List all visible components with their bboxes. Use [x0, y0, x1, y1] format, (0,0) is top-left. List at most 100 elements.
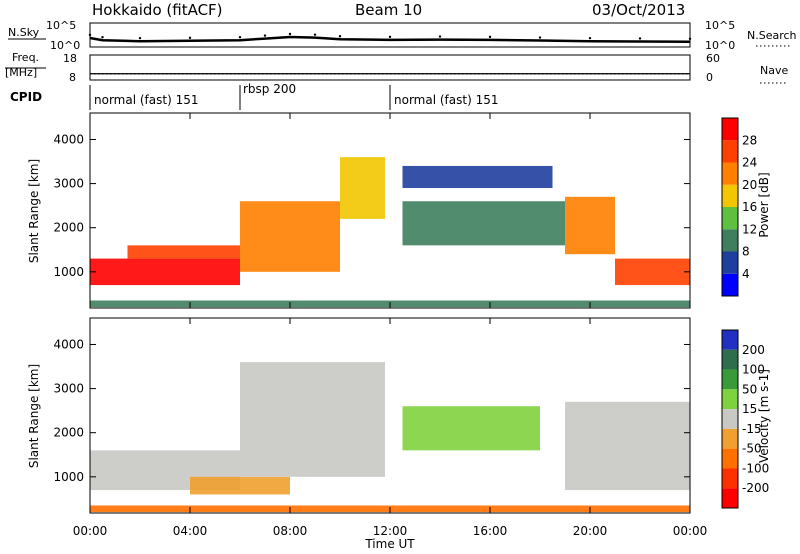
velocity-colorbar-swatch — [722, 369, 738, 390]
velocity-colorbar-swatch — [722, 330, 738, 350]
velocity-colorbar-tick: -15 — [742, 422, 762, 436]
velocity-colorbar-tick: -100 — [742, 461, 769, 475]
power-colorbar-swatch — [722, 229, 738, 252]
nsearch-point — [388, 35, 392, 39]
nsearch-point — [538, 36, 542, 39]
nsearch-point — [288, 32, 292, 36]
nsearch-point — [263, 34, 267, 37]
nsky-panel: N.Sky 10^5 10^0 10^5 10^0 N.Search — [8, 19, 797, 52]
freq-tick-top: 18 — [63, 52, 77, 65]
cpid-panel: CPID normal (fast) 151 rbsp 200 normal (… — [10, 82, 498, 110]
nsearch-point — [488, 35, 492, 39]
velocity-y-axis: 1000 2000 3000 4000 — [53, 337, 690, 484]
velocity-colorbar-tick: -50 — [742, 442, 762, 456]
nsearch-point — [588, 36, 592, 40]
velocity-ytick-label-3: 4000 — [53, 337, 84, 351]
power-colorbar-tick: 28 — [742, 133, 757, 147]
power-ytick-label-1: 2000 — [53, 221, 84, 235]
velocity-region-2 — [240, 362, 385, 477]
velocity-colorbar-swatch — [722, 468, 738, 489]
power-region-6 — [565, 196, 615, 255]
xtick-label-4: 16:00 — [473, 524, 508, 538]
nsearch-point — [238, 36, 242, 39]
velocity-colorbar-tick: 200 — [742, 343, 765, 357]
xtick-label-5: 20:00 — [573, 524, 608, 538]
power-colorbar-tick: 16 — [742, 200, 757, 214]
power-region-7 — [615, 258, 690, 286]
xaxis-label: Time UT — [364, 537, 415, 551]
velocity-colorbar-swatch — [722, 428, 738, 449]
nsearch-tick-bottom: 10^0 — [705, 39, 735, 52]
nsky-tick-bottom: 10^0 — [50, 39, 80, 52]
velocity-region-4 — [565, 401, 690, 491]
xtick-label-2: 08:00 — [273, 524, 308, 538]
power-colorbar-tick: 8 — [742, 245, 750, 259]
nsearch-point — [688, 37, 692, 40]
power-colorbar-swatch — [722, 207, 738, 230]
beam-title: Beam 10 — [355, 1, 422, 19]
freq-unit-label: [MHz] — [5, 66, 37, 79]
nsearch-tick-top: 10^5 — [705, 19, 735, 32]
freq-tick-bottom: 8 — [69, 71, 76, 84]
power-colorbar-swatch — [722, 184, 738, 207]
velocity-colorbar-swatch — [722, 389, 738, 410]
power-region-4 — [402, 201, 565, 246]
velocity-colorbar-tick: -200 — [742, 481, 769, 495]
power-colorbar-tick: 20 — [742, 178, 757, 192]
power-region-1 — [127, 245, 240, 259]
nsky-series-line — [89, 35, 691, 44]
power-colorbar-tick: 12 — [742, 222, 757, 236]
velocity-colorbar-tick: 100 — [742, 363, 765, 377]
nsearch-point — [438, 35, 442, 38]
velocity-region-3 — [402, 406, 540, 451]
velocity-panel: 1000 2000 3000 4000 Slant Range [km] 200 100… — [27, 317, 771, 514]
power-ytick-label-3: 4000 — [53, 132, 84, 146]
velocity-ylabel: Slant Range [km] — [27, 364, 41, 468]
freq-panel: Freq. [MHz] 18 8 60 0 Nave — [5, 51, 788, 84]
date-title: 03/Oct/2013 — [592, 1, 685, 19]
nsearch-point — [88, 33, 92, 37]
nsearch-point — [338, 35, 342, 38]
power-panel: 1000 2000 3000 4000 Slant Range [km] 4 8 12 16… — [27, 112, 771, 309]
velocity-colorbar-swatch — [722, 448, 738, 469]
power-colorbar-tick: 4 — [742, 267, 750, 281]
nave-tick-bottom: 0 — [706, 71, 713, 84]
power-colorbar-label: Power [dB] — [757, 172, 771, 237]
velocity-ytick-label-2: 3000 — [53, 382, 84, 396]
nsky-frame — [89, 22, 691, 48]
velocity-colorbar-tick: 50 — [742, 382, 757, 396]
power-y-axis: 1000 2000 3000 4000 — [53, 132, 690, 279]
power-colorbar-tick: 24 — [742, 156, 757, 170]
velocity-ytick-label-1: 2000 — [53, 426, 84, 440]
nsky-label: N.Sky — [8, 26, 40, 39]
freq-label: Freq. — [12, 51, 39, 64]
power-ylabel: Slant Range [km] — [27, 159, 41, 263]
cpid-label: CPID — [10, 90, 42, 104]
cpid-segment-1: normal (fast) 151 — [94, 93, 198, 107]
site-title: Hokkaido (fitACF) — [92, 1, 223, 19]
nsearch-point — [188, 36, 192, 40]
xtick-label-3: 12:00 — [373, 524, 408, 538]
velocity-colorbar-tick: 15 — [742, 402, 757, 416]
nave-tick-top: 60 — [706, 52, 720, 65]
nsearch-point — [313, 33, 317, 36]
velocity-colorbar-swatch — [722, 409, 738, 429]
velocity-colorbar: 200 100 50 15 -15 -50 -100 -200 — [721, 329, 769, 509]
nsearch-point — [101, 36, 104, 39]
nsearch-point — [638, 37, 642, 40]
power-heatmap — [90, 157, 690, 308]
velocity-colorbar-swatch — [722, 349, 738, 370]
power-region-0 — [90, 258, 240, 286]
power-region-3 — [340, 157, 385, 219]
cpid-segment-3: normal (fast) 151 — [394, 93, 498, 107]
velocity-region-1 — [190, 476, 290, 495]
nsearch-point — [138, 36, 142, 40]
xtick-label-6: 00:00 — [673, 524, 708, 538]
power-region-5 — [402, 165, 553, 188]
time-axis: 00:00 04:00 08:00 12:00 16:00 20:00 00:00 — [73, 113, 708, 538]
power-colorbar-swatch — [722, 251, 738, 274]
velocity-ytick-label-0: 1000 — [53, 470, 84, 484]
nave-label: Nave — [760, 64, 788, 77]
power-colorbar: 4 8 12 16 20 24 28 — [721, 117, 757, 297]
